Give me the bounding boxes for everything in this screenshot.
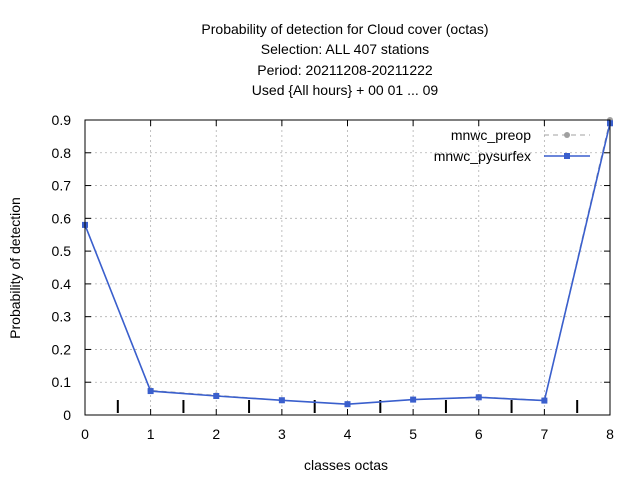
x-tick-label: 7 (540, 426, 548, 442)
data-point-mnwc_pysurfex (278, 397, 285, 404)
y-tick-label: 0.2 (52, 341, 72, 357)
legend-label: mnwc_preop (451, 127, 531, 143)
y-tick-label: 0.7 (52, 178, 72, 194)
x-tick-label: 8 (606, 426, 614, 442)
x-tick-label: 5 (409, 426, 417, 442)
chart-title-line-2: Selection: ALL 407 stations (260, 41, 430, 57)
y-tick-label: 0.1 (52, 374, 72, 390)
x-tick-label: 3 (278, 426, 286, 442)
y-axis-label: Probability of detection (7, 197, 23, 339)
data-point-mnwc_pysurfex (475, 394, 482, 401)
x-tick-label: 1 (147, 426, 155, 442)
legend-label: mnwc_pysurfex (434, 148, 531, 164)
x-tick-label: 0 (81, 426, 89, 442)
data-point-mnwc_pysurfex (410, 396, 417, 403)
y-tick-label: 0.6 (52, 210, 72, 226)
legend: mnwc_preop mnwc_pysurfex (434, 127, 590, 164)
grid (85, 120, 610, 415)
x-axis-label: classes octas (304, 457, 388, 473)
y-tick-label: 0.9 (52, 112, 72, 128)
data-point-mnwc_pysurfex (147, 388, 154, 395)
y-tick-label: 0.3 (52, 309, 72, 325)
x-tick-label: 2 (212, 426, 220, 442)
chart-title-line-1: Probability of detection for Cloud cover… (201, 21, 489, 37)
legend-swatch-marker (564, 132, 570, 138)
y-tick-label: 0.4 (52, 276, 72, 292)
y-tick-label: 0.5 (52, 243, 72, 259)
legend-swatch-marker (564, 153, 570, 159)
chart-title-line-4: Used {All hours} + 00 01 ... 09 (251, 82, 439, 98)
y-tick-label: 0 (63, 407, 71, 423)
x-tick-label: 4 (344, 426, 352, 442)
x-tick-label: 6 (475, 426, 483, 442)
data-point-mnwc_pysurfex (541, 397, 548, 404)
axis-ticks: 0 1 2 3 4 5 6 7 8 0 0.1 0.2 0.3 0.4 0.5 0.6 0.7 0.8 0.9 (52, 112, 615, 442)
chart-title-line-3: Period: 20211208-20211222 (257, 62, 433, 78)
y-tick-label: 0.8 (52, 145, 72, 161)
data-point-mnwc_pysurfex (213, 392, 220, 399)
data-point-mnwc_pysurfex (344, 401, 351, 408)
